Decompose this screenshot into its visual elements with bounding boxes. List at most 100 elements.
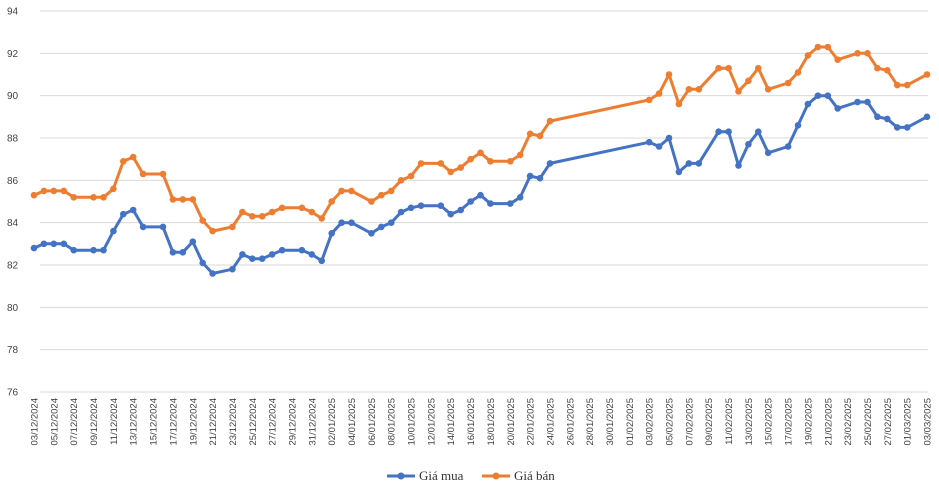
y-tick-label: 86 xyxy=(7,176,19,187)
x-axis-tick-labels: 03/12/2024 05/12/2024 07/12/2024 09/12/2024… xyxy=(30,398,934,446)
y-tick-label: 92 xyxy=(7,49,19,60)
y-tick-label: 82 xyxy=(7,261,19,272)
data-point xyxy=(239,251,246,258)
data-point xyxy=(397,177,405,184)
data-point xyxy=(814,92,822,99)
x-tick-label: 21/02/2025 xyxy=(823,398,834,446)
data-point xyxy=(249,213,256,220)
data-point xyxy=(368,198,375,205)
x-tick-label: 15/02/2025 xyxy=(764,398,775,446)
x-tick-label: 27/12/2024 xyxy=(268,398,279,446)
y-tick-label: 84 xyxy=(7,218,19,229)
y-tick-label: 80 xyxy=(7,303,19,314)
data-point xyxy=(854,50,861,57)
legend-label-gia-mua: Giá mua xyxy=(419,468,464,483)
legend-item-gia-ban: Giá bán xyxy=(482,468,555,483)
data-point xyxy=(715,64,722,72)
data-point xyxy=(189,238,197,245)
x-tick-label: 03/03/2025 xyxy=(923,398,934,446)
data-point xyxy=(70,194,77,201)
x-tick-label: 16/01/2025 xyxy=(466,398,477,446)
x-tick-label: 23/12/2024 xyxy=(228,398,239,446)
x-tick-label: 19/12/2024 xyxy=(188,398,199,446)
data-point xyxy=(129,153,137,161)
data-point xyxy=(70,246,77,254)
data-point xyxy=(794,122,802,129)
x-tick-label: 20/01/2025 xyxy=(506,398,517,446)
data-point xyxy=(447,210,455,218)
data-point xyxy=(258,255,266,262)
x-tick-label: 25/02/2025 xyxy=(863,398,874,446)
data-point xyxy=(30,244,38,252)
data-point xyxy=(477,149,484,157)
data-point xyxy=(169,196,177,203)
data-point xyxy=(755,64,762,72)
data-point xyxy=(764,86,772,93)
x-tick-label: 22/01/2025 xyxy=(526,398,537,446)
data-point xyxy=(258,213,266,220)
gridlines xyxy=(40,10,928,393)
x-tick-label: 18/01/2025 xyxy=(486,398,497,446)
data-point xyxy=(507,200,514,207)
x-tick-label: 03/02/2025 xyxy=(645,398,656,446)
data-point xyxy=(755,128,762,135)
data-point xyxy=(120,210,127,218)
data-point xyxy=(546,160,554,167)
data-point xyxy=(387,219,395,226)
data-point xyxy=(864,98,871,106)
data-point xyxy=(169,249,177,256)
x-tick-label: 09/02/2025 xyxy=(704,398,715,446)
data-point xyxy=(834,105,841,112)
data-point xyxy=(387,187,395,195)
data-point xyxy=(536,174,544,182)
x-tick-label: 01/03/2025 xyxy=(903,398,914,446)
series-gia-mua xyxy=(30,92,931,277)
data-point xyxy=(209,227,216,235)
data-point xyxy=(50,240,58,248)
data-point xyxy=(268,251,276,258)
x-tick-label: 10/01/2025 xyxy=(407,398,418,446)
data-point xyxy=(725,64,732,72)
x-tick-label: 09/12/2024 xyxy=(89,398,100,446)
data-point xyxy=(249,255,256,262)
x-tick-label: 02/01/2025 xyxy=(327,398,338,446)
x-tick-label: 13/02/2025 xyxy=(744,398,755,446)
data-point xyxy=(179,196,187,203)
data-point xyxy=(40,187,48,195)
data-point xyxy=(378,191,385,199)
data-point xyxy=(923,71,931,78)
data-point xyxy=(804,52,812,59)
x-tick-label: 30/01/2025 xyxy=(605,398,616,446)
y-tick-label: 90 xyxy=(7,91,19,102)
data-point xyxy=(338,187,345,195)
x-tick-label: 15/12/2024 xyxy=(149,398,160,446)
x-tick-label: 05/12/2024 xyxy=(49,398,60,446)
data-point xyxy=(467,155,474,163)
data-point xyxy=(457,164,465,171)
data-point xyxy=(903,124,911,131)
data-point xyxy=(893,81,901,89)
data-point xyxy=(516,194,524,201)
data-point xyxy=(874,64,881,72)
data-point xyxy=(90,246,97,254)
data-point xyxy=(110,185,117,193)
data-point xyxy=(834,56,841,63)
data-point xyxy=(745,77,752,85)
x-tick-label: 26/01/2025 xyxy=(565,398,576,446)
data-point xyxy=(189,196,197,203)
data-point xyxy=(100,246,107,254)
x-tick-label: 13/12/2024 xyxy=(129,398,140,446)
x-tick-label: 31/12/2024 xyxy=(307,398,318,446)
data-point xyxy=(487,158,494,165)
data-point xyxy=(348,219,355,226)
data-point xyxy=(308,251,316,258)
data-point xyxy=(338,219,345,226)
data-point xyxy=(378,223,385,231)
x-tick-label: 06/01/2025 xyxy=(367,398,378,446)
data-point xyxy=(507,158,514,165)
data-point xyxy=(447,168,455,176)
x-tick-label: 25/12/2024 xyxy=(248,398,259,446)
data-point xyxy=(139,170,147,178)
data-point xyxy=(923,113,931,121)
